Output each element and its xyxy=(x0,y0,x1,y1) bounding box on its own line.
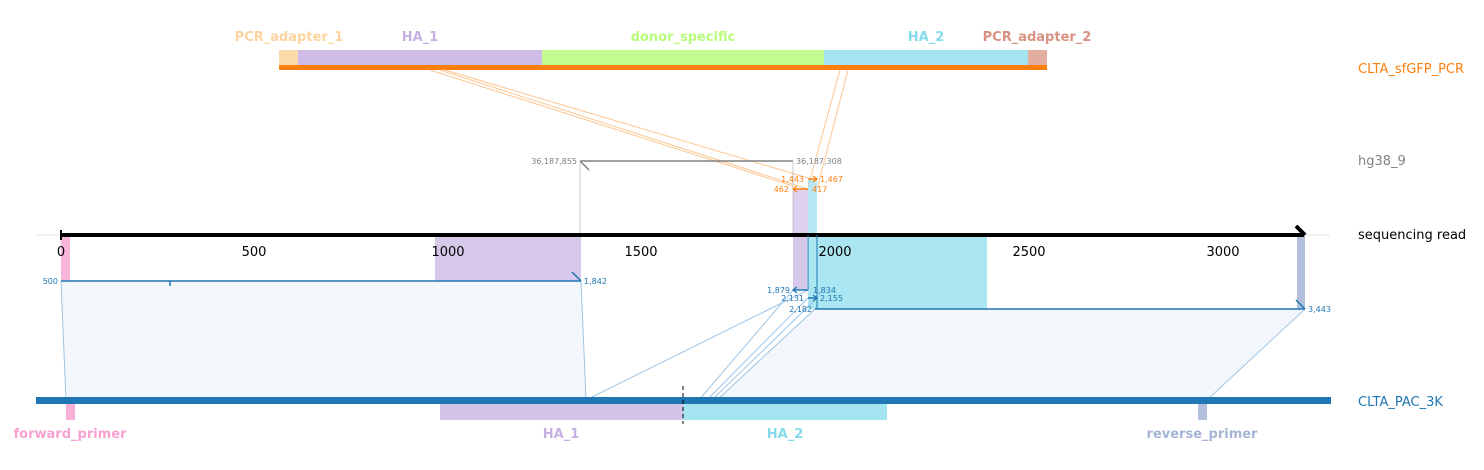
reference-feature-forward-primer xyxy=(66,404,75,420)
reference-alignments: 500 1,842 1,879 1,834 2,131 2,155 2,182 … xyxy=(43,235,1331,401)
reference-alignment-right: 1,842 xyxy=(584,277,607,286)
construct-feature-ha-1 xyxy=(298,50,542,66)
construct-alignment-arrow xyxy=(792,185,798,193)
genome-alignment-start: 36,187,855 xyxy=(531,157,577,166)
construct-feature-donor-specific xyxy=(542,50,824,66)
construct-alignment-region xyxy=(808,179,817,235)
reference-feature-label: HA_2 xyxy=(767,427,804,442)
reference-feature-ha-2 xyxy=(683,404,887,420)
reference-track-label: CLTA_PAC_3K xyxy=(1358,395,1443,410)
construct-track: PCR_adapter_1 HA_1 donor_specific HA_2 P… xyxy=(235,30,1464,77)
construct-feature-pcr-adapter-2 xyxy=(1028,50,1047,66)
genome-alignment-hook xyxy=(579,160,590,171)
genome-alignment-end: 36,187,308 xyxy=(796,157,842,166)
read-arrow-head xyxy=(1294,224,1307,237)
read-region-ha-2 xyxy=(808,235,987,309)
construct-alignment-region xyxy=(793,189,808,235)
construct-alignment-left: 462 xyxy=(774,185,789,194)
reference-alignment-right: 2,155 xyxy=(820,294,843,303)
construct-alignment-right: 417 xyxy=(812,185,827,194)
reference-alignment-shade xyxy=(717,309,1305,400)
reference-feature-label: reverse_primer xyxy=(1147,427,1259,442)
construct-feature-ha-2 xyxy=(824,50,1028,66)
reference-alignment-left: 2,131 xyxy=(781,294,804,303)
construct-feature-label: HA_1 xyxy=(402,30,439,45)
read-track: 0 500 1000 1500 2000 2500 3000 sequencin… xyxy=(36,224,1466,309)
read-region-ha-1 xyxy=(435,235,581,281)
reference-alignment-hook xyxy=(1295,299,1306,310)
read-region-ha-1-b xyxy=(793,235,807,290)
reference-alignment-right: 1,834 xyxy=(813,286,836,295)
construct-feature-label: HA_2 xyxy=(908,30,945,45)
read-axis-tick-label: 500 xyxy=(242,245,267,260)
reference-alignment-left: 500 xyxy=(43,277,58,286)
genome-track-label: hg38_9 xyxy=(1358,154,1406,169)
read-region-forward-primer xyxy=(61,235,70,281)
construct-connectors xyxy=(429,69,849,190)
read-region-reverse-primer xyxy=(1297,235,1305,309)
reference-feature-ha-1 xyxy=(440,404,683,420)
read-track-label: sequencing read xyxy=(1358,228,1466,243)
construct-feature-label: PCR_adapter_1 xyxy=(235,30,344,45)
reference-alignment-left: 1,879 xyxy=(767,286,790,295)
reference-alignment-hook xyxy=(571,271,582,282)
construct-alignment-arrow xyxy=(812,175,818,183)
reference-track: forward_primer HA_1 HA_2 reverse_primer … xyxy=(14,386,1443,442)
reference-alignment-shade xyxy=(61,281,586,400)
construct-feature-pcr-adapter-1 xyxy=(279,50,298,66)
reference-alignment-left: 2,182 xyxy=(789,305,812,314)
reference-feature-label: forward_primer xyxy=(14,427,128,442)
construct-feature-label: PCR_adapter_2 xyxy=(983,30,1092,45)
construct-track-label: CLTA_sfGFP_PCR xyxy=(1358,62,1464,77)
read-axis-tick-label: 2500 xyxy=(1012,245,1045,260)
reference-alignment-arrow xyxy=(792,286,798,294)
read-axis-tick-label: 1500 xyxy=(624,245,657,260)
read-axis-tick-label: 3000 xyxy=(1206,245,1239,260)
genome-track: hg38_9 36,187,855 36,187,308 xyxy=(531,154,1406,235)
construct-backbone xyxy=(279,65,1047,70)
construct-feature-label: donor_specific xyxy=(631,30,736,45)
read-axis-ticks: 0 500 1000 1500 2000 2500 3000 xyxy=(57,245,1240,260)
read-axis-tick-label: 2000 xyxy=(818,245,851,260)
read-axis-tick-label: 0 xyxy=(57,245,65,260)
reference-alignment-right: 3,443 xyxy=(1308,305,1331,314)
construct-alignment-left: 1,443 xyxy=(781,175,804,184)
construct-alignments: 1,443 1,467 462 417 xyxy=(774,175,843,235)
read-axis-tick-label: 1000 xyxy=(431,245,464,260)
reference-feature-label: HA_1 xyxy=(543,427,580,442)
construct-alignment-right: 1,467 xyxy=(820,175,843,184)
reference-feature-reverse-primer xyxy=(1198,404,1207,420)
